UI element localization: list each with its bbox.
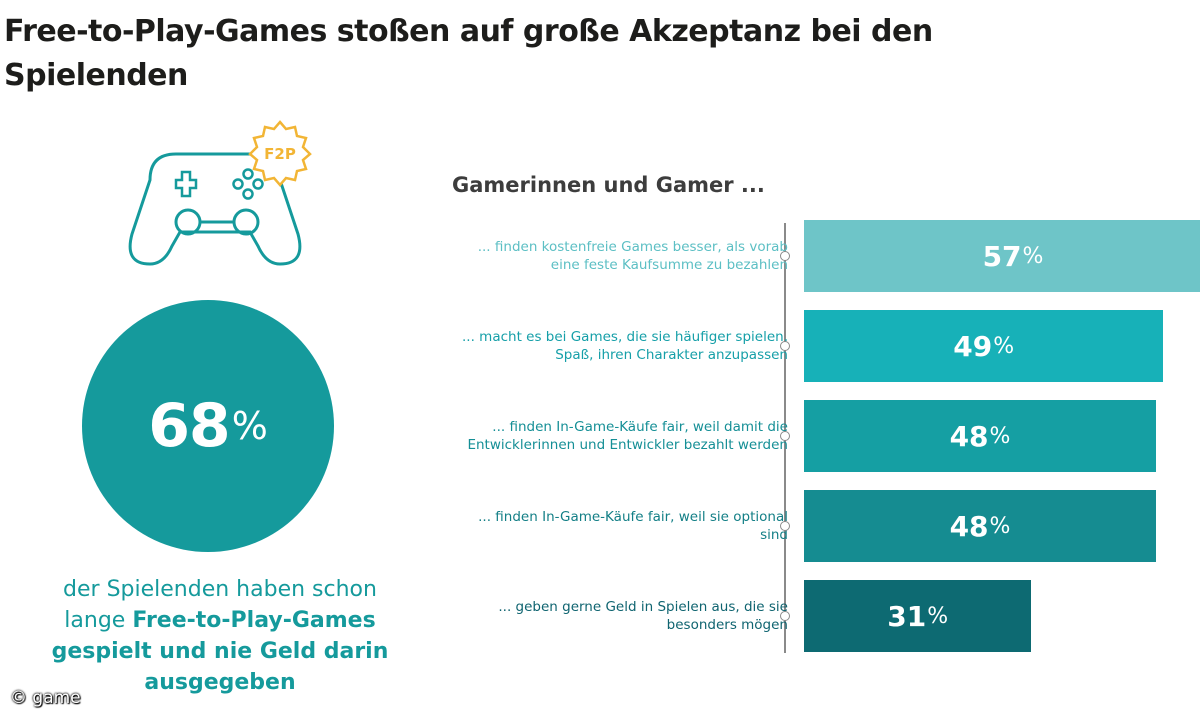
chart-subtitle: Gamerinnen und Gamer ... <box>452 173 765 197</box>
game-controller-icon: F2P <box>128 120 312 266</box>
axis-tick-marker <box>780 341 790 351</box>
highlight-unit: % <box>231 404 268 448</box>
bar-row: ... finden In-Game-Käufe fair, weil sie … <box>420 490 1200 562</box>
bar-category-label: ... finden In-Game-Käufe fair, weil dami… <box>467 419 788 453</box>
axis-tick-marker <box>780 611 790 621</box>
copyright-notice: © game <box>10 688 81 708</box>
highlight-circle: 68% <box>82 300 334 552</box>
bar-row: ... finden kostenfreie Games besser, als… <box>420 220 1200 292</box>
bar-row: ... macht es bei Games, die sie häufiger… <box>420 310 1200 382</box>
bar-category-label: ... finden kostenfreie Games besser, als… <box>477 239 788 273</box>
bar-value-unit: % <box>1022 243 1044 269</box>
bar: 31% <box>804 580 1032 652</box>
bar-value-label: 48 <box>949 419 989 453</box>
bar-value-label: 49 <box>953 329 993 363</box>
bar-value-unit: % <box>989 423 1011 449</box>
bar: 48% <box>804 400 1156 472</box>
bar: 48% <box>804 490 1156 562</box>
bar-value-unit: % <box>927 603 949 629</box>
bar-category-label: ... macht es bei Games, die sie häufiger… <box>462 329 788 363</box>
axis-tick-marker <box>780 431 790 441</box>
bar-category-label: ... geben gerne Geld in Spielen aus, die… <box>498 599 788 633</box>
bar-value-label: 48 <box>949 509 989 543</box>
bar: 49% <box>804 310 1164 382</box>
bar-value-unit: % <box>993 333 1015 359</box>
highlight-caption-bold: Free-to-Play-Games gespielt und nie Geld… <box>51 608 389 695</box>
f2p-badge: F2P <box>248 120 312 187</box>
f2p-badge-label: F2P <box>264 145 296 163</box>
bar-value-label: 57 <box>982 239 1022 273</box>
chart-title: Free-to-Play-Games stoßen auf große Akze… <box>4 14 933 93</box>
bar: 57% <box>804 220 1200 292</box>
bar-row: ... finden In-Game-Käufe fair, weil dami… <box>420 400 1200 472</box>
bar-category-label: ... finden In-Game-Käufe fair, weil sie … <box>478 509 788 543</box>
axis-tick-marker <box>780 521 790 531</box>
bar-value-label: 31 <box>887 599 927 633</box>
highlight-caption: der Spielenden haben schon lange Free-to… <box>30 574 410 698</box>
bar-value-unit: % <box>989 513 1011 539</box>
axis-tick-marker <box>780 251 790 261</box>
highlight-caption-text: der Spielenden haben schon lange <box>63 577 377 633</box>
bar-row: ... geben gerne Geld in Spielen aus, die… <box>420 580 1200 652</box>
highlight-value: 68 <box>148 391 230 461</box>
